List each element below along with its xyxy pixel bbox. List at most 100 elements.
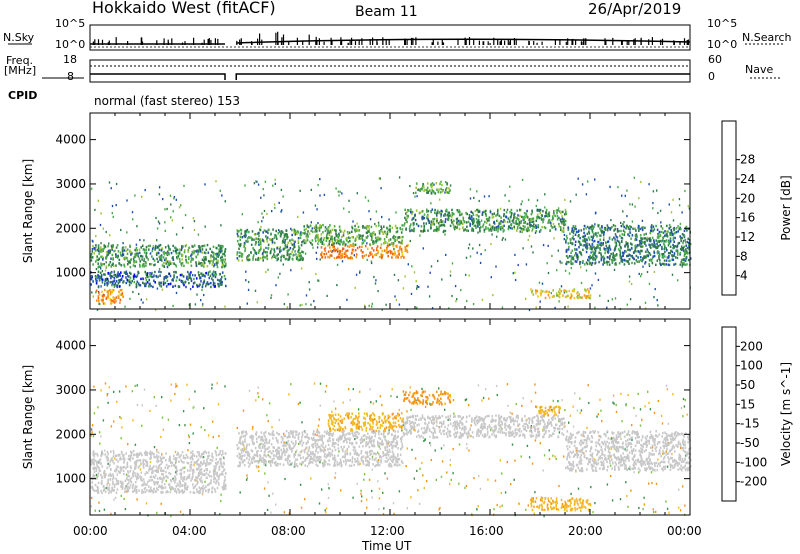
- power-noise-cell: [626, 189, 628, 192]
- power-cell: [293, 228, 296, 231]
- power-cell: [135, 284, 138, 287]
- power-noise-cell: [444, 233, 446, 236]
- power-cell: [587, 258, 589, 262]
- power-cell: [135, 275, 138, 279]
- power-cell: [111, 301, 113, 304]
- velocity-noise-cell: [684, 399, 686, 402]
- velocity-cell: [128, 475, 130, 478]
- velocity-noise-cell: [188, 442, 191, 445]
- power-cell: [320, 253, 322, 257]
- power-cell: [639, 256, 642, 259]
- velocity-noise-cell: [90, 428, 93, 431]
- power-cell: [168, 262, 171, 265]
- power-cell: [600, 259, 603, 262]
- velocity-noise-cell: [363, 438, 365, 441]
- power-cell: [106, 284, 109, 287]
- power-cell: [597, 231, 599, 235]
- power-cell: [201, 274, 204, 277]
- power-noise-cell: [145, 284, 147, 288]
- velocity-noise-cell: [506, 383, 509, 386]
- velocity-noise-cell: [477, 384, 480, 387]
- velocity-noise-cell: [370, 401, 372, 404]
- velocity-cell: [198, 471, 200, 475]
- power-cell: [244, 247, 247, 250]
- power-cell: [592, 258, 595, 261]
- power-noise-cell: [626, 215, 628, 218]
- velocity-cell: [211, 459, 213, 462]
- power-cell: [510, 216, 512, 219]
- power-cell: [389, 238, 392, 241]
- power-cell: [121, 249, 124, 253]
- power-cell: [91, 247, 94, 251]
- power-cell: [398, 241, 400, 244]
- velocity-cell: [181, 467, 184, 470]
- power-noise-cell: [395, 211, 397, 214]
- power-cell: [634, 244, 636, 247]
- power-noise-cell: [560, 285, 563, 288]
- power-cell: [149, 272, 151, 276]
- power-cell: [602, 255, 605, 258]
- power-cell: [166, 265, 169, 269]
- power-cell: [109, 249, 112, 252]
- power-noise-cell: [175, 291, 178, 294]
- power-noise-cell: [431, 307, 434, 310]
- power-cell: [219, 244, 221, 248]
- power-cell: [340, 238, 342, 242]
- velocity-noise-cell: [224, 385, 226, 388]
- velocity-cell: [202, 473, 204, 476]
- power-cell: [341, 235, 343, 238]
- power-cell: [387, 255, 389, 258]
- velocity-cell: [146, 480, 149, 484]
- power-cell: [375, 241, 377, 244]
- power-noise-cell: [236, 253, 238, 257]
- power-noise-cell: [469, 188, 472, 191]
- power-cell: [151, 249, 154, 253]
- power-noise-cell: [219, 189, 221, 192]
- power-cell: [298, 247, 300, 250]
- power-noise-cell: [201, 288, 203, 292]
- power-cell: [338, 225, 341, 228]
- velocity-cell: [131, 451, 133, 454]
- power-noise-cell: [556, 294, 558, 297]
- power-cell: [448, 187, 450, 190]
- power-cell: [329, 249, 332, 253]
- power-cell: [165, 259, 167, 262]
- power-cell: [430, 220, 433, 224]
- velocity-noise-cell: [679, 509, 682, 512]
- power-cell: [334, 239, 336, 242]
- power-cell: [258, 231, 260, 235]
- power-cell: [427, 191, 429, 194]
- velocity-cell: [103, 488, 106, 492]
- power-cell: [588, 256, 590, 259]
- power-cell: [509, 211, 511, 214]
- velocity-noise-cell: [530, 400, 533, 403]
- power-noise-cell: [678, 204, 681, 207]
- velocity-noise-cell: [262, 398, 264, 401]
- power-cell: [305, 235, 308, 238]
- power-noise-cell: [564, 198, 566, 201]
- power-cell: [300, 244, 303, 247]
- power-cell: [672, 243, 674, 247]
- power-noise-cell: [476, 190, 478, 193]
- velocity-cell: [161, 481, 163, 484]
- power-cell: [351, 257, 354, 260]
- power-cell: [612, 256, 614, 259]
- power-cell: [436, 221, 438, 224]
- power-cell: [474, 224, 477, 227]
- velocity-noise-cell: [90, 434, 92, 437]
- power-cell: [633, 262, 636, 265]
- velocity-cell: [102, 485, 105, 488]
- power-cell: [620, 257, 623, 260]
- power-cell: [615, 235, 618, 238]
- velocity-noise-cell: [647, 390, 649, 393]
- power-cell: [474, 209, 477, 213]
- power-cell: [181, 254, 184, 257]
- velocity-cell: [97, 488, 99, 491]
- power-noise-cell: [460, 289, 462, 292]
- power-cell: [190, 279, 193, 283]
- power-cell: [103, 247, 106, 250]
- velocity-cell: [194, 478, 196, 482]
- power-cell: [407, 214, 409, 218]
- power-cell: [565, 234, 568, 238]
- power-cell: [104, 278, 107, 281]
